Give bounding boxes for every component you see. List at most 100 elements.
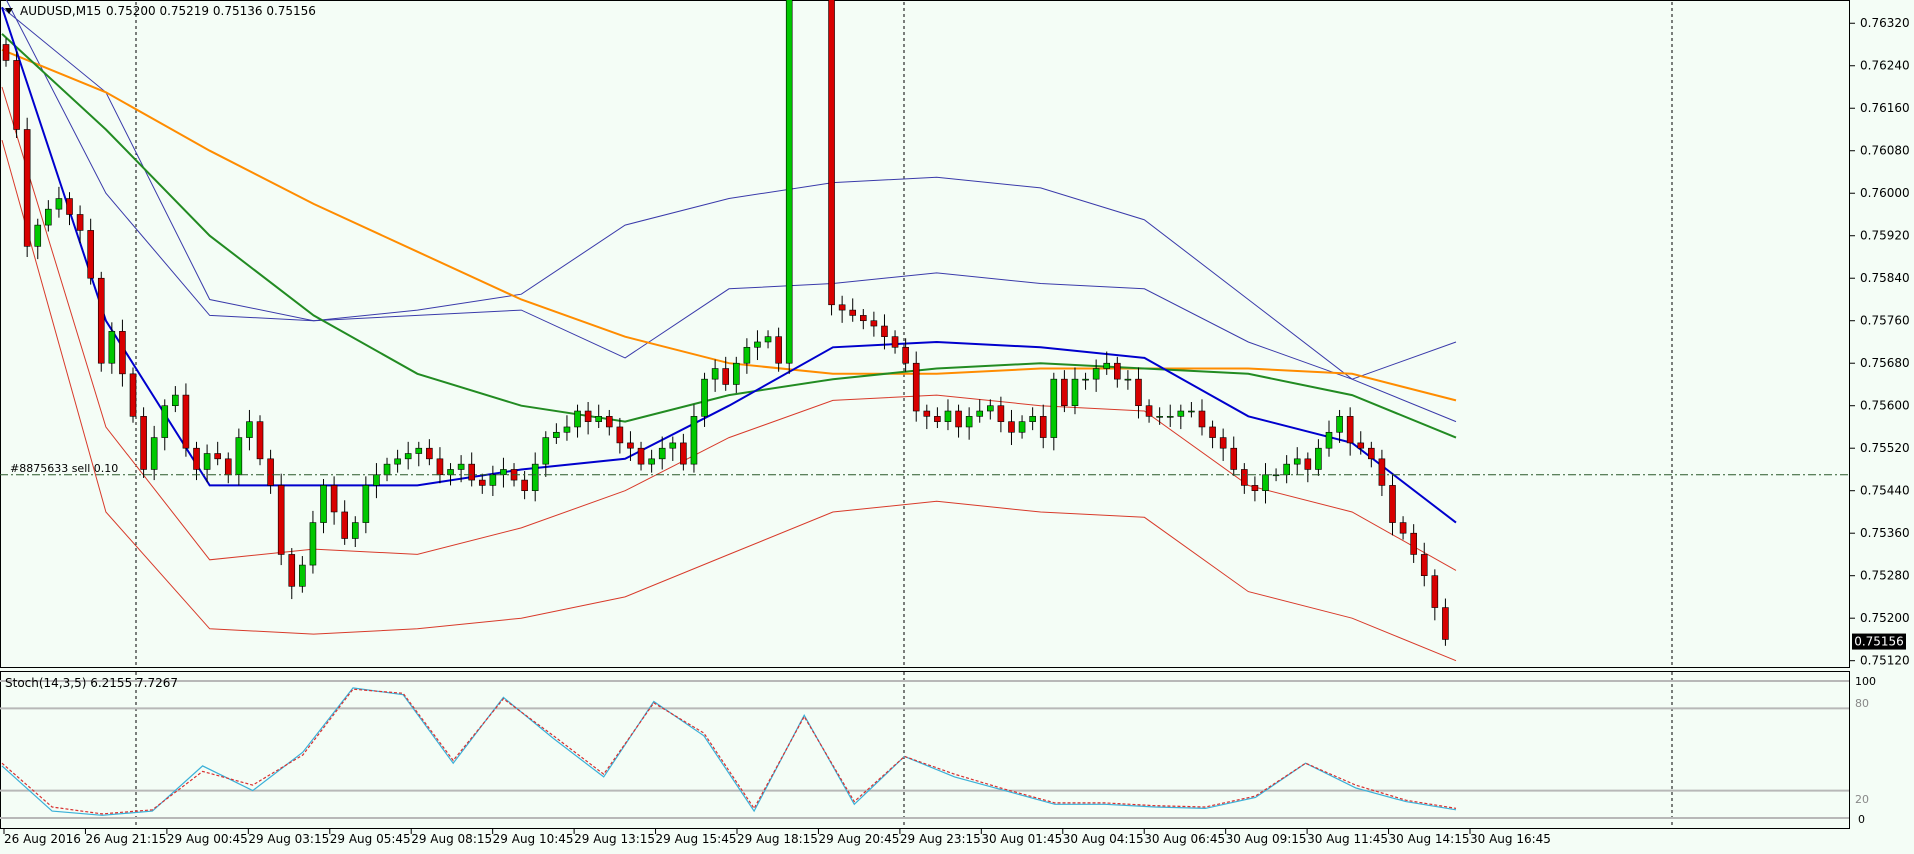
stochastic-pane-border xyxy=(0,671,1850,829)
order-label: #8875633 sell 0.10 xyxy=(10,462,118,475)
candle-bear xyxy=(605,416,613,428)
time-tick-label: 30 Aug 09:15 xyxy=(1226,832,1307,846)
candle-bull xyxy=(1103,362,1111,369)
candle-bull xyxy=(987,405,994,412)
current-price-box xyxy=(1852,633,1906,650)
moving-average-line xyxy=(1,6,1457,524)
candle-bear xyxy=(468,463,475,481)
time-tick-label: 30 Aug 11:45 xyxy=(1307,832,1388,846)
price-tick-label: 0.75440 xyxy=(1860,484,1910,498)
candle-bear xyxy=(1378,458,1386,486)
candle-bear xyxy=(193,447,200,470)
candle-bear xyxy=(870,320,878,327)
candle-bear xyxy=(277,485,285,555)
candle-bear xyxy=(267,458,274,486)
candle-bear xyxy=(1420,554,1428,576)
candle-bear xyxy=(934,416,941,422)
price-tick-label: 0.75600 xyxy=(1860,399,1910,413)
candle-bear xyxy=(119,331,126,375)
time-tick-label: 30 Aug 01:45 xyxy=(981,832,1062,846)
price-tick-label: 0.76240 xyxy=(1860,59,1910,73)
symbol-header: AUDUSD,M15 xyxy=(20,4,101,18)
candle-bear xyxy=(1114,362,1121,380)
candle-bear xyxy=(616,426,624,444)
time-tick-label: 26 Aug 21:15 xyxy=(85,832,166,846)
stochastic-grid xyxy=(0,672,1849,828)
candle-bear xyxy=(1219,437,1227,449)
candle-bull xyxy=(383,463,391,476)
candle-bull xyxy=(309,522,317,566)
candle-bull xyxy=(1018,421,1026,433)
candle-bear xyxy=(2,44,10,61)
candle-bull xyxy=(1071,378,1079,407)
dropdown-triangle-icon[interactable] xyxy=(5,8,13,14)
candle-bear xyxy=(1304,458,1312,470)
candle-bear xyxy=(1357,442,1365,449)
candle-bear xyxy=(1410,532,1417,555)
time-tick-label: 29 Aug 10:45 xyxy=(493,832,574,846)
candle-bear xyxy=(1039,416,1047,438)
candle-bull xyxy=(320,485,327,523)
candle-bear xyxy=(849,309,857,316)
candle-bear xyxy=(1368,447,1375,460)
current-price-label: 0.75156 xyxy=(1854,635,1904,649)
candle-bull xyxy=(362,485,370,523)
candle-bear xyxy=(1389,485,1396,523)
price-tick-label: 0.75920 xyxy=(1860,229,1910,243)
price-tick-label: 0.75120 xyxy=(1860,654,1910,668)
candle-bear xyxy=(1251,485,1259,492)
candle-bull xyxy=(563,426,571,433)
stochastic-signal-line xyxy=(1,688,1457,815)
candle-bear xyxy=(881,325,888,337)
bollinger-inner-upper-line xyxy=(5,0,1457,423)
time-tick-label: 26 Aug 2016 xyxy=(4,832,81,846)
candle-bear xyxy=(256,421,264,460)
candle-bear xyxy=(1209,426,1216,438)
candle-bull xyxy=(595,416,603,422)
candle-bear xyxy=(828,0,835,306)
candle-bear xyxy=(224,458,232,476)
candle-bear xyxy=(87,230,94,279)
price-pane: #8875633 sell 0.10 AUDUSD,M15 0.75200 0.… xyxy=(0,0,1850,668)
time-tick-label: 30 Aug 14:15 xyxy=(1389,832,1470,846)
candle-bull xyxy=(1325,431,1333,449)
candle-bull xyxy=(1050,378,1058,438)
candle-bull xyxy=(1124,378,1132,381)
candle-bear xyxy=(66,198,73,215)
moving-averages xyxy=(1,6,1457,524)
candle-bear xyxy=(775,336,782,364)
candle-bear xyxy=(214,453,221,460)
time-tick-label: 30 Aug 16:45 xyxy=(1470,832,1551,846)
candle-bull xyxy=(351,522,359,539)
stochastic-main-line xyxy=(1,687,1457,816)
moving-average-line xyxy=(1,48,1457,402)
candle-bull xyxy=(785,0,793,364)
candle-bull xyxy=(394,458,401,465)
price-tick-label: 0.75760 xyxy=(1860,314,1910,328)
price-tick-label: 0.76000 xyxy=(1860,186,1910,200)
price-tick-label: 0.75200 xyxy=(1860,611,1910,625)
price-tick-label: 0.75360 xyxy=(1860,526,1910,540)
candle-bear xyxy=(1431,575,1439,608)
candle-bull xyxy=(108,331,116,364)
candle-bear xyxy=(1135,378,1142,407)
candle-bull xyxy=(172,394,179,407)
candle-bull xyxy=(203,453,211,470)
candle-bull xyxy=(457,463,465,470)
time-tick-label: 29 Aug 03:15 xyxy=(248,832,329,846)
candle-bear xyxy=(1399,522,1407,534)
candle-bull xyxy=(235,437,243,476)
vertical-grid xyxy=(135,2,1673,666)
candle-bull xyxy=(45,208,52,226)
candle-bull xyxy=(489,474,497,486)
stochastic-lines xyxy=(1,687,1457,816)
candle-bull xyxy=(1293,458,1301,465)
candle-bull xyxy=(55,198,63,210)
candle-bull xyxy=(246,421,253,438)
candle-bear xyxy=(1346,416,1354,444)
candle-bull xyxy=(658,447,666,460)
candle-bull xyxy=(542,437,550,465)
stochastic-label: Stoch(14,3,5) 6.2155 7.7267 xyxy=(5,676,178,690)
bollinger-bands xyxy=(1,0,1457,662)
moving-average-line xyxy=(1,33,1457,439)
